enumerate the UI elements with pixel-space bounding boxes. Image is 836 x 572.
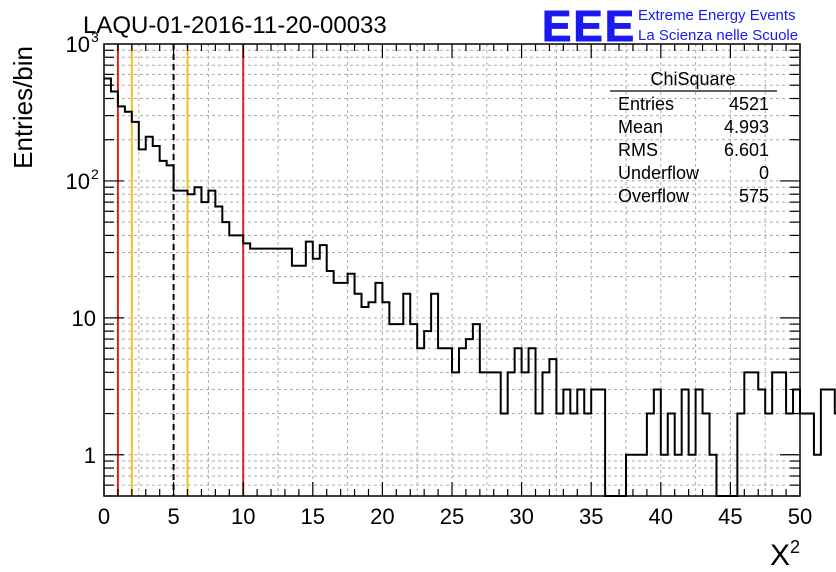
vertical-markers: [116, 44, 245, 496]
x-tick-label: 0: [98, 504, 110, 529]
logo-line2: La Scienza nelle Scuole: [638, 27, 798, 44]
stats-box: ChiSquare Entries 4521 Mean 4.993 RMS 6.601 Un…: [610, 69, 777, 206]
stats-title: ChiSquare: [650, 69, 735, 89]
x-tick-label: 30: [509, 504, 533, 529]
y-tick-label-sup: 3: [91, 29, 99, 45]
x-tick-label: 5: [167, 504, 179, 529]
y-tick-label: 10: [72, 306, 96, 331]
grid: [104, 44, 800, 496]
x-axis-label-sup: 2: [790, 537, 800, 557]
y-tick-label: 1: [84, 443, 96, 468]
x-tick-label: 15: [301, 504, 325, 529]
histogram-line: [104, 77, 836, 497]
stats-value: 0: [759, 163, 769, 183]
y-tick-label: 10: [66, 32, 90, 57]
x-ticks: 0 5 10 15 20 25 30 35 40 45 50: [98, 44, 812, 529]
y-axis-label: Entries/bin: [8, 46, 38, 169]
stats-rows: Entries 4521 Mean 4.993 RMS 6.601 Underflow 0 Ov…: [618, 94, 769, 206]
x-tick-label: 10: [231, 504, 255, 529]
x-axis-label-main: X: [770, 539, 790, 572]
x-tick-label: 50: [788, 504, 812, 529]
logo-text: EEE: [542, 2, 636, 51]
stats-value: 4521: [729, 94, 769, 114]
x-axis-label: X2: [770, 537, 800, 572]
x-tick-label: 35: [579, 504, 603, 529]
y-tick-label: 10: [66, 169, 90, 194]
stats-label: Entries: [618, 94, 674, 114]
y-tick-label-sup: 2: [91, 166, 99, 182]
logo-line1: Extreme Energy Events: [638, 7, 796, 24]
stats-label: Underflow: [618, 163, 700, 183]
eee-logo: EEE Extreme Energy Events La Scienza nel…: [542, 2, 799, 52]
stats-value: 6.601: [724, 140, 769, 160]
x-tick-label: 25: [440, 504, 464, 529]
stats-label: RMS: [618, 140, 658, 160]
chart-title: LAQU-01-2016-11-20-00033: [83, 12, 387, 39]
stats-label: Overflow: [618, 186, 690, 206]
x-tick-label: 45: [718, 504, 742, 529]
stats-label: Mean: [618, 117, 663, 137]
x-tick-label: 20: [370, 504, 394, 529]
stats-value: 4.993: [724, 117, 769, 137]
stats-value: 575: [739, 186, 769, 206]
x-tick-label: 40: [649, 504, 673, 529]
